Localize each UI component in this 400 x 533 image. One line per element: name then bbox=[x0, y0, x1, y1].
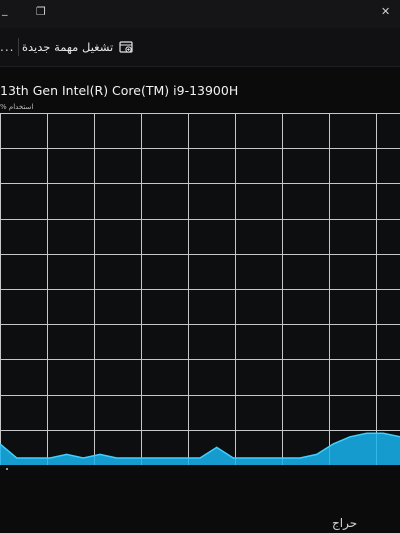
utilization-sample-point bbox=[116, 457, 118, 459]
utilization-sample-point bbox=[82, 457, 84, 459]
run-task-icon bbox=[119, 41, 133, 53]
utilization-sample-point bbox=[282, 457, 284, 459]
utilization-sample-point bbox=[232, 457, 234, 459]
cpu-model-name: 13th Gen Intel(R) Core(TM) i9-13900H bbox=[0, 83, 239, 98]
utilization-sample-point bbox=[0, 443, 1, 445]
utilization-caption: % استخدام bbox=[0, 103, 34, 111]
utilization-sample-point bbox=[316, 453, 318, 455]
utilization-area bbox=[0, 433, 400, 465]
run-new-task-button[interactable]: تشغيل مهمة جديدة bbox=[22, 37, 133, 57]
close-button[interactable]: ✕ bbox=[381, 5, 391, 18]
utilization-sample-point bbox=[99, 453, 101, 455]
utilization-sample-point bbox=[182, 457, 184, 459]
utilization-sample-point bbox=[332, 443, 334, 445]
utilization-sample-point bbox=[266, 457, 268, 459]
title-bar: _ ❐ ✕ bbox=[0, 0, 400, 28]
utilization-sample-point bbox=[166, 457, 168, 459]
utilization-sample-point bbox=[16, 457, 18, 459]
utilization-sample-point bbox=[366, 432, 368, 434]
utilization-sample-point bbox=[349, 436, 351, 438]
utilization-sample-point bbox=[32, 457, 34, 459]
cpu-graph-svg bbox=[0, 113, 400, 465]
restore-button[interactable]: ❐ bbox=[36, 5, 46, 18]
utilization-sample-point bbox=[382, 432, 384, 434]
utilization-sample-point bbox=[199, 457, 201, 459]
utilization-sample-point bbox=[49, 457, 51, 459]
command-bar: ... تشغيل مهمة جديدة bbox=[0, 28, 400, 67]
cpu-utilization-graph bbox=[0, 113, 400, 465]
overflow-menu-button[interactable]: ... bbox=[0, 40, 15, 54]
utilization-sample-point bbox=[132, 457, 134, 459]
utilization-sample-point bbox=[299, 457, 301, 459]
utilization-sample-point bbox=[149, 457, 151, 459]
graph-corner-marker bbox=[6, 468, 8, 470]
run-new-task-label: تشغيل مهمة جديدة bbox=[22, 40, 114, 54]
haraj-watermark: حراج bbox=[332, 516, 358, 530]
utilization-sample-point bbox=[216, 446, 218, 448]
utilization-sample-point bbox=[249, 457, 251, 459]
toolbar-divider bbox=[18, 38, 19, 56]
minimize-button[interactable]: _ bbox=[2, 3, 8, 16]
utilization-sample-point bbox=[66, 453, 68, 455]
